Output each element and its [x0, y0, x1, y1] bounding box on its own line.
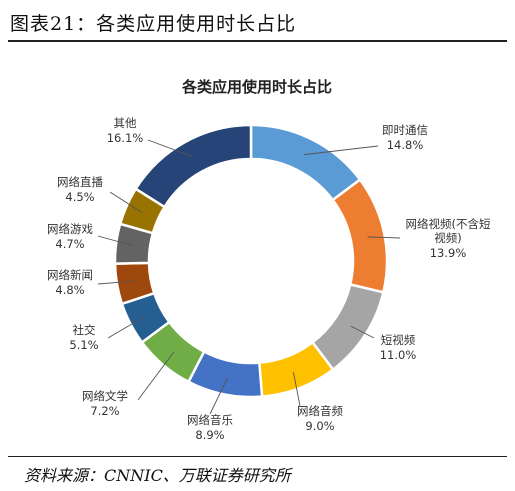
- leader-line: [304, 145, 379, 156]
- leader-line: [209, 377, 229, 415]
- slice-percent: 7.2%: [90, 404, 119, 418]
- slice-label: 即时通信 14.8%: [382, 123, 428, 152]
- slice-label: 网络直播 4.5%: [57, 175, 103, 204]
- leader-line: [367, 236, 401, 239]
- slice-label: 网络视频(不含短视频) 13.9%: [406, 217, 491, 260]
- slice-percent: 4.5%: [65, 190, 94, 204]
- slice-percent: 11.0%: [380, 348, 417, 362]
- donut-slice: [249, 123, 362, 202]
- donut-slice: [331, 177, 389, 294]
- donut-slices: [113, 123, 389, 399]
- slice-label: 其他 16.1%: [107, 116, 144, 145]
- leader-line: [109, 191, 143, 214]
- slice-percent: 4.8%: [55, 283, 84, 297]
- slice-labels: 即时通信 14.8% 网络视频(不含短视频) 13.9% 短视频 11.0% 网络音频 9.0…: [47, 116, 491, 442]
- slice-percent: 9.0%: [305, 419, 334, 433]
- leader-line: [137, 351, 175, 401]
- figure-label: 图表21：各类应用使用时长占比: [10, 13, 297, 35]
- chart-title: 各类应用使用时长占比: [181, 78, 332, 96]
- slice-label: 网络游戏 4.7%: [47, 222, 93, 251]
- slice-percent: 13.9%: [430, 246, 467, 260]
- leader-line: [97, 280, 134, 285]
- slice-label: 短视频 11.0%: [380, 333, 417, 362]
- figure-header: 图表21：各类应用使用时长占比: [8, 6, 507, 42]
- leader-line: [107, 315, 146, 339]
- slice-label: 社交 5.1%: [69, 323, 98, 352]
- slice-percent: 14.8%: [387, 138, 424, 152]
- slice-label: 网络新闻 4.8%: [47, 268, 93, 297]
- footer-rule: [8, 456, 507, 457]
- slice-percent: 4.7%: [55, 237, 84, 251]
- leader-line: [350, 325, 375, 339]
- slice-label: 网络音频 9.0%: [297, 404, 343, 433]
- slice-percent: 16.1%: [107, 131, 144, 145]
- header-rule: [8, 40, 507, 42]
- leader-line: [147, 139, 194, 158]
- slice-label: 网络音乐 8.9%: [187, 413, 233, 442]
- slice-label: 网络文学 7.2%: [82, 389, 128, 418]
- donut-slice: [133, 123, 253, 209]
- source-note: 资料来源：CNNIC、万联证券研究所: [24, 466, 291, 485]
- leader-line: [292, 372, 301, 407]
- leader-lines: [97, 139, 401, 415]
- slice-percent: 8.9%: [195, 428, 224, 442]
- leader-line: [97, 235, 134, 247]
- slice-percent: 5.1%: [69, 338, 98, 352]
